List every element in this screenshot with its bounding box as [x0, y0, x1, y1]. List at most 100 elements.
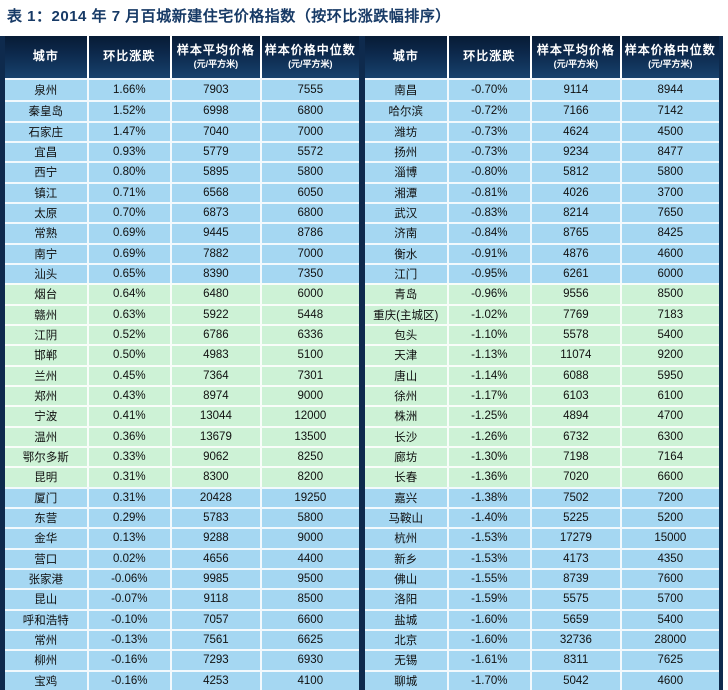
cell-mom_change: -0.84%: [448, 222, 533, 243]
table-row: 无锡 -1.61% 8311 7625: [365, 649, 719, 670]
table-row: 唐山 -1.14% 6088 5950: [365, 364, 719, 385]
table-row: 马鞍山 -1.40% 5225 5200: [365, 507, 719, 528]
cell-mom_change: -1.13%: [448, 344, 533, 365]
cell-avg_price: 6261: [532, 263, 622, 284]
cell-mom_change: -1.40%: [448, 507, 533, 528]
cell-median_price: 8786: [261, 222, 359, 242]
cell-avg_price: 4624: [532, 120, 622, 141]
cell-mom_change: 0.64%: [88, 283, 173, 304]
cell-avg_price: 7903: [172, 80, 262, 101]
table-row: 湘潭 -0.81% 4026 3700: [365, 181, 719, 202]
page-title: 表 1：2014 年 7 月百城新建住宅价格指数（按环比涨跌幅排序）: [7, 8, 451, 25]
cell-median_price: 3700: [621, 181, 719, 202]
cell-city: 廊坊: [365, 446, 449, 467]
table-row: 江阴 0.52% 6786 6336: [5, 324, 359, 345]
cell-median_price: 4600: [621, 669, 719, 690]
cell-mom_change: -0.16%: [88, 669, 173, 690]
cell-city: 无锡: [365, 649, 449, 670]
cell-median_price: 8477: [621, 141, 719, 161]
column-header-label: 城市: [392, 49, 419, 64]
cell-avg_price: 9556: [532, 283, 622, 304]
cell-median_price: 9000: [261, 527, 359, 547]
cell-avg_price: 5812: [532, 161, 622, 182]
cell-avg_price: 8739: [532, 568, 622, 589]
cell-city: 邯郸: [5, 344, 89, 365]
cell-city: 张家港: [5, 568, 89, 589]
cell-avg_price: 6480: [172, 283, 262, 304]
table-row: 宝鸡 -0.16% 4253 4100: [5, 669, 359, 690]
cell-avg_price: 9288: [172, 527, 262, 548]
cell-city: 衡水: [365, 242, 449, 263]
cell-city: 西宁: [5, 161, 89, 182]
cell-median_price: 13500: [261, 425, 359, 446]
column-header-median_price: 样本价格中位数 (元/平方米): [622, 36, 719, 78]
cell-city: 包头: [365, 324, 449, 345]
cell-avg_price: 4026: [532, 181, 622, 202]
cell-mom_change: -1.59%: [448, 588, 533, 609]
cell-mom_change: 0.93%: [88, 141, 173, 162]
cell-city: 潍坊: [365, 120, 449, 141]
table-middle-divider: [359, 36, 365, 690]
table-row: 长春 -1.36% 7020 6600: [365, 466, 719, 487]
cell-median_price: 5400: [621, 608, 719, 629]
cell-median_price: 6930: [261, 649, 359, 669]
cell-median_price: 7301: [261, 364, 359, 385]
cell-avg_price: 7166: [532, 100, 622, 121]
cell-city: 昆明: [5, 466, 89, 487]
cell-mom_change: 0.36%: [88, 425, 173, 446]
table-row: 昆山 -0.07% 9118 8500: [5, 588, 359, 609]
cell-mom_change: 0.45%: [88, 364, 173, 385]
cell-mom_change: -1.17%: [448, 385, 533, 406]
cell-city: 常州: [5, 629, 89, 650]
cell-avg_price: 7198: [532, 446, 622, 467]
cell-mom_change: -1.26%: [448, 425, 533, 446]
cell-mom_change: 0.31%: [88, 486, 173, 507]
cell-city: 宜昌: [5, 141, 89, 162]
cell-mom_change: -1.36%: [448, 466, 533, 487]
cell-median_price: 4500: [621, 120, 719, 141]
table-row: 温州 0.36% 13679 13500: [5, 425, 359, 446]
cell-median_price: 6800: [261, 100, 359, 120]
cell-mom_change: -0.07%: [88, 588, 173, 609]
cell-mom_change: 0.33%: [88, 446, 173, 467]
cell-city: 徐州: [365, 385, 449, 406]
cell-median_price: 4400: [261, 547, 359, 568]
cell-median_price: 7350: [261, 263, 359, 283]
cell-avg_price: 20428: [172, 486, 262, 507]
cell-mom_change: 0.63%: [88, 303, 173, 324]
cell-city: 兰州: [5, 364, 89, 385]
cell-mom_change: -1.02%: [448, 303, 533, 324]
cell-city: 重庆(主城区): [365, 303, 449, 324]
cell-avg_price: 5895: [172, 161, 262, 182]
table-row: 昆明 0.31% 8300 8200: [5, 466, 359, 487]
cell-city: 镇江: [5, 181, 89, 202]
cell-city: 鄂尔多斯: [5, 446, 89, 467]
cell-avg_price: 9445: [172, 222, 262, 243]
table-row: 扬州 -0.73% 9234 8477: [365, 141, 719, 162]
cell-mom_change: -0.13%: [88, 629, 173, 650]
table-row: 南宁 0.69% 7882 7000: [5, 242, 359, 263]
cell-city: 扬州: [365, 141, 449, 162]
table-row: 包头 -1.10% 5578 5400: [365, 324, 719, 345]
column-header-mom_change: 环比涨跌: [449, 36, 533, 78]
cell-avg_price: 5779: [172, 141, 262, 162]
column-header-label: 样本平均价格: [176, 43, 255, 58]
table-row: 烟台 0.64% 6480 6000: [5, 283, 359, 304]
cell-median_price: 4100: [261, 669, 359, 690]
cell-city: 太原: [5, 202, 89, 223]
table-header: 城市 环比涨跌 样本平均价格 (元/平方米) 样本价格中位数 (元/平方米): [5, 36, 359, 80]
cell-mom_change: 0.71%: [88, 181, 173, 202]
cell-city: 南宁: [5, 242, 89, 263]
table-body: 南昌 -0.70% 9114 8944 哈尔滨 -0.72% 7166 7142 潍坊 -0.73…: [365, 80, 719, 690]
cell-mom_change: -1.61%: [448, 649, 533, 670]
cell-median_price: 8250: [261, 446, 359, 466]
cell-median_price: 8500: [261, 588, 359, 608]
cell-city: 天津: [365, 344, 449, 365]
table-row: 太原 0.70% 6873 6800: [5, 202, 359, 223]
cell-city: 秦皇岛: [5, 100, 89, 121]
cell-mom_change: 0.70%: [88, 202, 173, 223]
cell-mom_change: -1.10%: [448, 324, 533, 345]
column-header-label: 城市: [32, 49, 59, 64]
column-header-unit: (元/平方米): [553, 59, 599, 70]
table-row: 济南 -0.84% 8765 8425: [365, 222, 719, 243]
